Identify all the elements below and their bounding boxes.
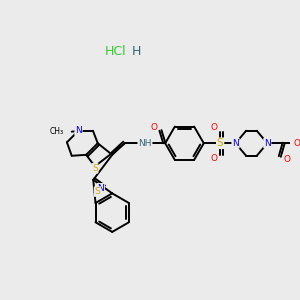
Text: N: N bbox=[232, 139, 239, 148]
Text: CH₃: CH₃ bbox=[50, 127, 64, 136]
Text: O: O bbox=[211, 154, 218, 163]
Text: O: O bbox=[294, 139, 300, 148]
Text: O: O bbox=[283, 155, 290, 164]
Text: S: S bbox=[217, 138, 224, 148]
Text: S: S bbox=[92, 164, 98, 173]
Text: NH: NH bbox=[138, 139, 152, 148]
Text: H: H bbox=[132, 45, 141, 58]
Text: O: O bbox=[150, 123, 157, 132]
Text: S: S bbox=[94, 187, 100, 196]
Text: HCl: HCl bbox=[104, 45, 126, 58]
Text: N: N bbox=[98, 184, 104, 193]
Text: N: N bbox=[75, 126, 82, 135]
Text: N: N bbox=[264, 139, 271, 148]
Text: O: O bbox=[211, 123, 218, 132]
